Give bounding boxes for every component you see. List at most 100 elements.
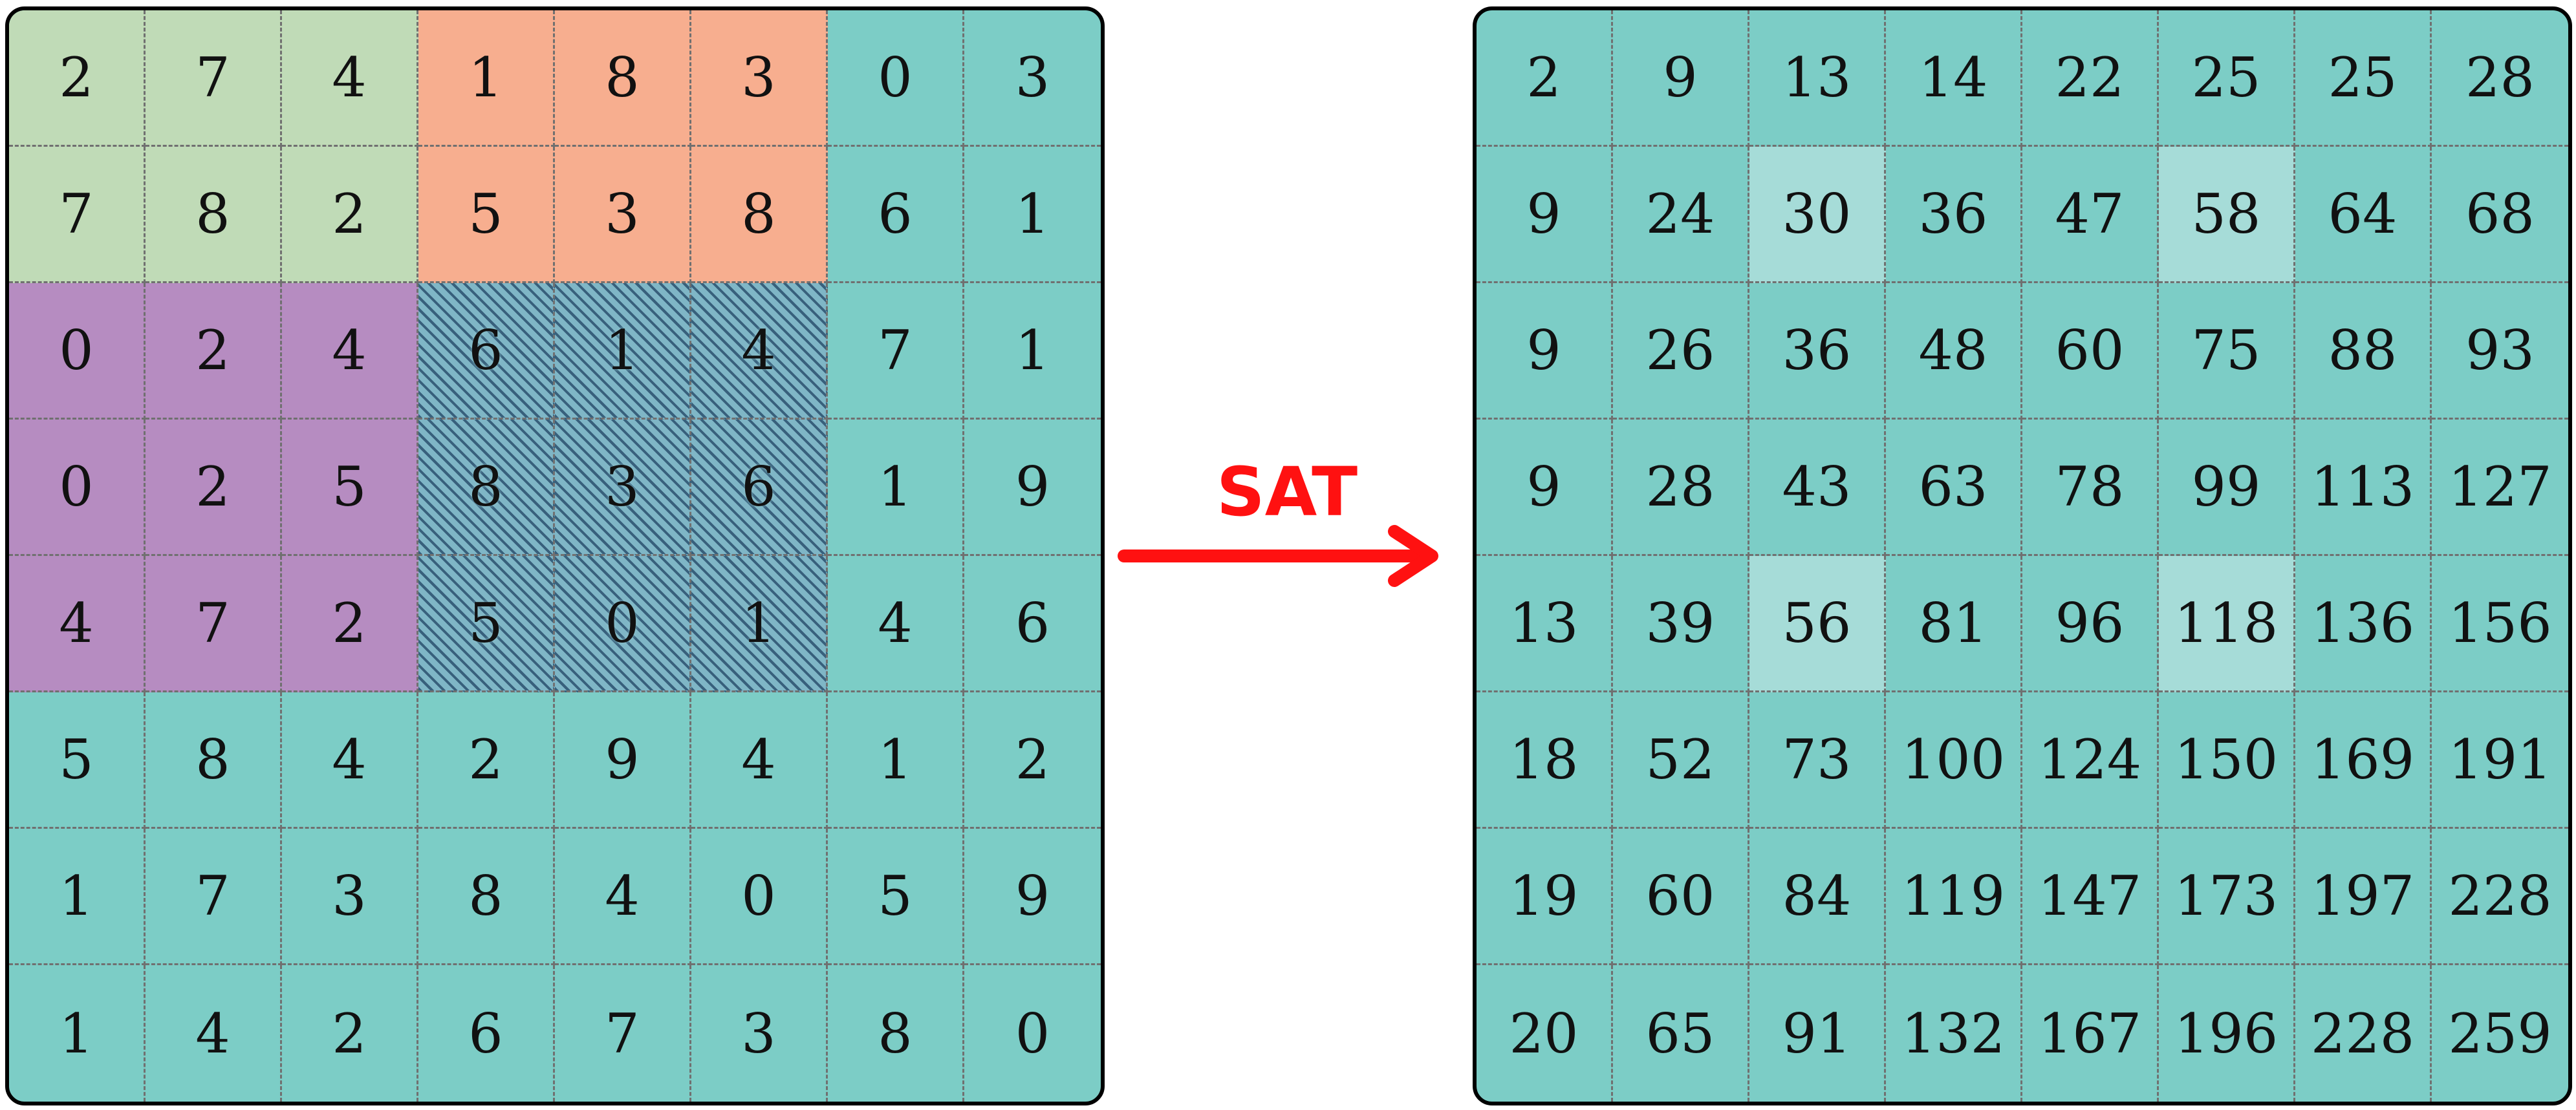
- cell-value: 48: [1918, 319, 1988, 382]
- cell-value: 1: [59, 864, 94, 928]
- input-cell: 1: [828, 420, 964, 556]
- cell-value: 7: [195, 46, 230, 109]
- sat-cell: 36: [1749, 283, 1886, 420]
- input-cell: 8: [418, 420, 555, 556]
- cell-value: 4: [332, 46, 367, 109]
- input-cell: 3: [691, 965, 828, 1102]
- input-cell: 8: [555, 10, 691, 147]
- cell-value: 7: [605, 1001, 640, 1065]
- sat-cell: 20: [1477, 965, 1613, 1102]
- cell-value: 4: [332, 319, 367, 382]
- cell-value: 4: [195, 1001, 230, 1065]
- input-cell: 2: [964, 692, 1101, 829]
- input-cell: 5: [828, 829, 964, 965]
- input-cell: 8: [146, 692, 282, 829]
- cell-value: 4: [741, 319, 776, 382]
- input-cell: 6: [418, 965, 555, 1102]
- sat-cell: 68: [2432, 147, 2568, 283]
- input-cell: 5: [282, 420, 418, 556]
- sat-cell: 28: [1613, 420, 1749, 556]
- input-cell: 1: [555, 283, 691, 420]
- cell-value: 39: [1645, 592, 1715, 655]
- cell-value: 25: [2328, 46, 2397, 109]
- sat-cell: 24: [1613, 147, 1749, 283]
- cell-value: 7: [195, 864, 230, 928]
- cell-value: 73: [1782, 728, 1852, 791]
- cell-value: 56: [1782, 592, 1852, 655]
- sat-cell: 2: [1477, 10, 1613, 147]
- cell-value: 2: [332, 1001, 367, 1065]
- sat-cell: 197: [2295, 829, 2432, 965]
- sat-cell: 9: [1477, 283, 1613, 420]
- cell-value: 6: [878, 182, 913, 246]
- cell-value: 4: [878, 592, 913, 655]
- cell-value: 173: [2174, 864, 2278, 928]
- cell-value: 9: [1663, 46, 1698, 109]
- input-cell: 2: [282, 965, 418, 1102]
- cell-value: 0: [878, 46, 913, 109]
- sat-cell: 167: [2022, 965, 2159, 1102]
- cell-value: 228: [2448, 864, 2552, 928]
- sat-cell: 150: [2159, 692, 2295, 829]
- cell-value: 191: [2448, 728, 2552, 791]
- input-cell: 9: [964, 829, 1101, 965]
- sat-cell: 18: [1477, 692, 1613, 829]
- cell-value: 0: [741, 864, 776, 928]
- input-cell: 4: [691, 692, 828, 829]
- input-cell: 1: [828, 692, 964, 829]
- cell-value: 2: [332, 182, 367, 246]
- cell-value: 6: [741, 455, 776, 518]
- input-cell: 8: [691, 147, 828, 283]
- input-cell: 7: [9, 147, 146, 283]
- input-cell: 4: [9, 556, 146, 692]
- input-cell: 3: [964, 10, 1101, 147]
- cell-value: 4: [332, 728, 367, 791]
- input-cell: 0: [9, 283, 146, 420]
- sat-cell: 119: [1886, 829, 2022, 965]
- input-cell: 1: [418, 10, 555, 147]
- input-cell: 0: [691, 829, 828, 965]
- cell-value: 3: [1015, 46, 1050, 109]
- sat-cell: 196: [2159, 965, 2295, 1102]
- cell-value: 91: [1782, 1001, 1852, 1065]
- cell-value: 2: [468, 728, 503, 791]
- sat-cell: 75: [2159, 283, 2295, 420]
- input-cell: 6: [418, 283, 555, 420]
- sat-cell: 259: [2432, 965, 2568, 1102]
- sat-cell: 13: [1477, 556, 1613, 692]
- cell-value: 1: [741, 592, 776, 655]
- sat-cell: 173: [2159, 829, 2295, 965]
- cell-value: 28: [1645, 455, 1715, 518]
- input-cell: 2: [146, 420, 282, 556]
- cell-value: 113: [2310, 455, 2415, 518]
- cell-value: 8: [741, 182, 776, 246]
- input-cell: 3: [282, 829, 418, 965]
- cell-value: 2: [195, 455, 230, 518]
- cell-value: 88: [2328, 319, 2397, 382]
- sat-cell: 25: [2295, 10, 2432, 147]
- cell-value: 47: [2055, 182, 2125, 246]
- cell-value: 136: [2310, 592, 2415, 655]
- cell-value: 156: [2448, 592, 2552, 655]
- sat-cell: 136: [2295, 556, 2432, 692]
- input-cell: 5: [418, 147, 555, 283]
- sat-cell: 73: [1749, 692, 1886, 829]
- cell-value: 81: [1918, 592, 1988, 655]
- cell-value: 60: [1645, 864, 1715, 928]
- sat-cell: 9: [1477, 147, 1613, 283]
- input-cell: 7: [146, 829, 282, 965]
- cell-value: 196: [2174, 1001, 2278, 1065]
- input-cell: 4: [282, 692, 418, 829]
- cell-value: 18: [1509, 728, 1579, 791]
- cell-value: 7: [195, 592, 230, 655]
- sat-cell: 113: [2295, 420, 2432, 556]
- input-cell: 3: [555, 147, 691, 283]
- sat-cell: 88: [2295, 283, 2432, 420]
- sat-cell: 78: [2022, 420, 2159, 556]
- sat-cell: 43: [1749, 420, 1886, 556]
- sat-cell: 127: [2432, 420, 2568, 556]
- input-cell: 7: [828, 283, 964, 420]
- cell-value: 24: [1645, 182, 1715, 246]
- sat-cell: 47: [2022, 147, 2159, 283]
- input-cell: 2: [146, 283, 282, 420]
